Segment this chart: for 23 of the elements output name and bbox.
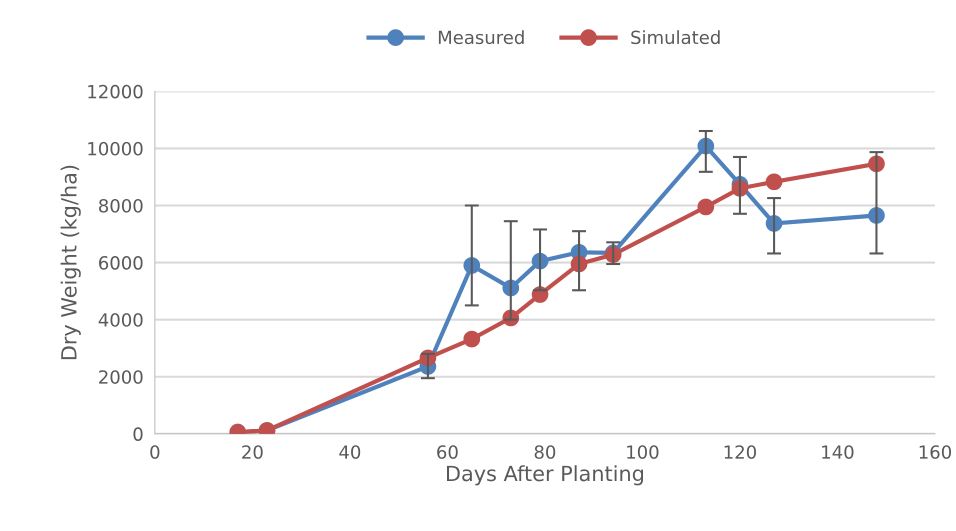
y-tick-label: 4000: [98, 313, 143, 327]
x-tick-label: 100: [627, 445, 658, 459]
x-tick-label: 20: [242, 445, 263, 459]
y-tick-label: 2000: [99, 370, 143, 384]
x-axis-title: Days After Planting: [446, 465, 644, 486]
legend-label: Measured: [438, 30, 524, 44]
x-tick-label: 0: [150, 445, 160, 459]
x-tick-label: 80: [534, 445, 556, 459]
y-tick-label: 8000: [99, 198, 143, 213]
y-tick-label: 0: [133, 427, 143, 441]
x-tick-label: 160: [920, 445, 951, 459]
y-tick-label: 6000: [99, 256, 143, 270]
point: [766, 173, 782, 190]
y-axis-title: Dry Weight (kg/ha): [60, 166, 81, 360]
y-tick-label: 10000: [88, 142, 143, 156]
point: [463, 330, 480, 348]
x-tick-label: 60: [437, 445, 458, 459]
x-tick-label: 40: [339, 445, 360, 459]
y-tick-label: 12000: [88, 84, 143, 98]
x-tick-label: 140: [822, 445, 854, 459]
point: [697, 198, 714, 216]
legend-label: Simulated: [631, 30, 720, 44]
x-tick-label: 120: [724, 445, 756, 459]
